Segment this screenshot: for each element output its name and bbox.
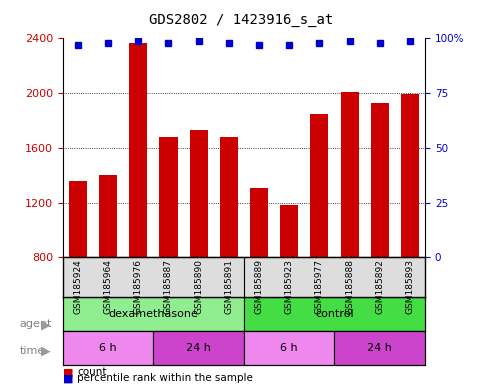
Text: 24 h: 24 h: [367, 343, 392, 353]
FancyBboxPatch shape: [244, 297, 425, 331]
Bar: [280, 205, 298, 257]
Bar: [69, 181, 87, 257]
Text: time: time: [19, 346, 44, 356]
Text: GDS2802 / 1423916_s_at: GDS2802 / 1423916_s_at: [149, 13, 334, 27]
FancyBboxPatch shape: [334, 331, 425, 365]
Bar: [189, 130, 208, 257]
Bar: [371, 103, 389, 257]
Text: GSM185976: GSM185976: [134, 259, 143, 314]
Text: count: count: [77, 367, 107, 377]
Text: GSM185891: GSM185891: [224, 259, 233, 314]
Text: GSM185964: GSM185964: [103, 259, 113, 314]
Bar: [311, 114, 328, 257]
Text: percentile rank within the sample: percentile rank within the sample: [77, 373, 253, 383]
FancyBboxPatch shape: [154, 331, 244, 365]
FancyBboxPatch shape: [63, 331, 154, 365]
Text: control: control: [315, 309, 354, 319]
Text: GSM185892: GSM185892: [375, 259, 384, 314]
Text: dexamethasone: dexamethasone: [108, 309, 199, 319]
Text: 6 h: 6 h: [99, 343, 117, 353]
Text: GSM185889: GSM185889: [255, 259, 264, 314]
Text: 6 h: 6 h: [281, 343, 298, 353]
Bar: [401, 94, 419, 257]
Text: ■: ■: [63, 373, 73, 383]
Text: agent: agent: [19, 319, 52, 329]
FancyBboxPatch shape: [63, 297, 244, 331]
Text: GSM185924: GSM185924: [73, 259, 83, 314]
Text: GSM185888: GSM185888: [345, 259, 354, 314]
Text: GSM185923: GSM185923: [284, 259, 294, 314]
Bar: [220, 137, 238, 257]
Bar: [159, 137, 178, 257]
Bar: [341, 92, 358, 257]
Text: ■: ■: [63, 367, 73, 377]
Bar: [250, 187, 268, 257]
Text: 24 h: 24 h: [186, 343, 211, 353]
Text: GSM185977: GSM185977: [315, 259, 324, 314]
Text: GSM185890: GSM185890: [194, 259, 203, 314]
Text: GSM185887: GSM185887: [164, 259, 173, 314]
Bar: [99, 175, 117, 257]
FancyBboxPatch shape: [244, 331, 334, 365]
Bar: [129, 43, 147, 257]
Text: GSM185893: GSM185893: [405, 259, 414, 314]
Text: ▶: ▶: [41, 345, 51, 358]
Text: ▶: ▶: [41, 318, 51, 331]
